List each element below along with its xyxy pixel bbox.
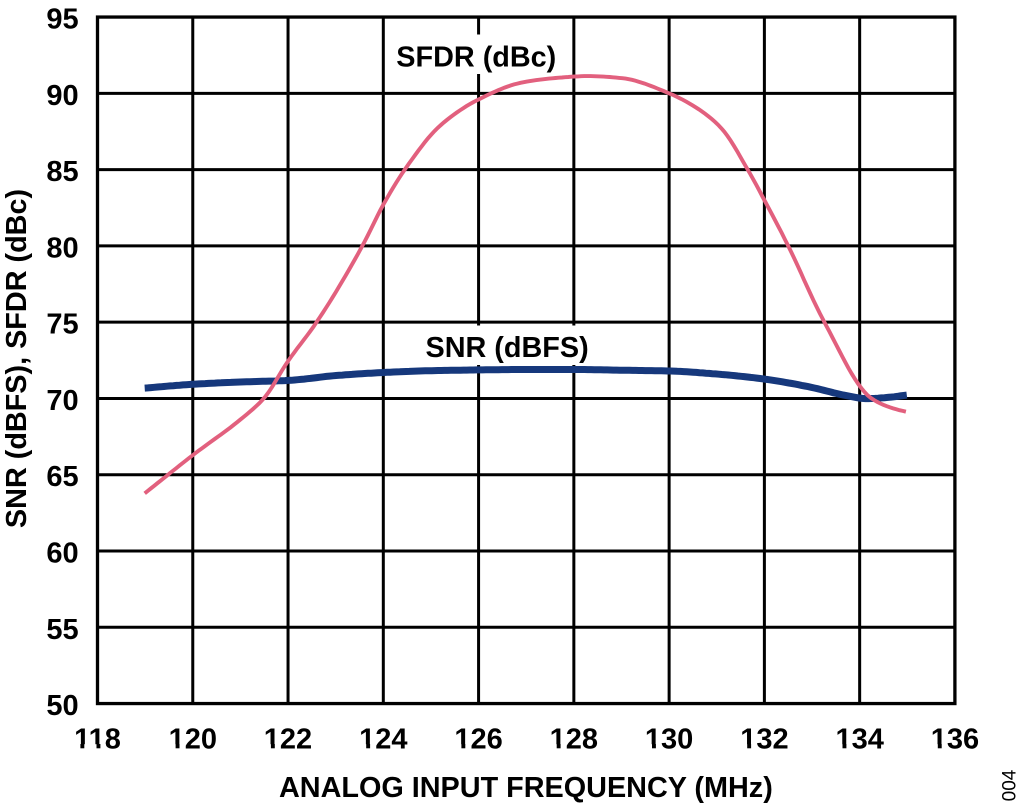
svg-text:134: 134 [836, 724, 884, 756]
svg-text:65: 65 [46, 461, 78, 493]
svg-text:122: 122 [264, 724, 312, 756]
svg-text:SNR (dBFS), SFDR (dBc): SNR (dBFS), SFDR (dBc) [1, 189, 33, 528]
svg-text:80: 80 [46, 232, 78, 264]
svg-text:SFDR (dBc): SFDR (dBc) [396, 41, 556, 73]
svg-text:118: 118 [74, 724, 121, 756]
svg-text:50: 50 [46, 690, 78, 722]
svg-text:60: 60 [46, 538, 78, 570]
svg-text:004: 004 [1000, 769, 1021, 801]
svg-text:ANALOG INPUT FREQUENCY (MHz): ANALOG INPUT FREQUENCY (MHz) [279, 772, 773, 804]
svg-text:132: 132 [740, 724, 788, 756]
svg-text:SNR (dBFS): SNR (dBFS) [426, 332, 589, 364]
svg-text:95: 95 [46, 4, 78, 36]
svg-text:90: 90 [46, 80, 78, 112]
svg-text:136: 136 [931, 724, 979, 756]
svg-text:120: 120 [169, 724, 217, 756]
svg-text:75: 75 [46, 309, 78, 341]
svg-text:85: 85 [46, 156, 78, 188]
svg-text:124: 124 [359, 724, 407, 756]
svg-text:126: 126 [454, 724, 502, 756]
svg-text:55: 55 [46, 614, 78, 646]
svg-text:70: 70 [46, 385, 78, 417]
svg-text:128: 128 [550, 724, 598, 756]
svg-text:130: 130 [645, 724, 693, 756]
